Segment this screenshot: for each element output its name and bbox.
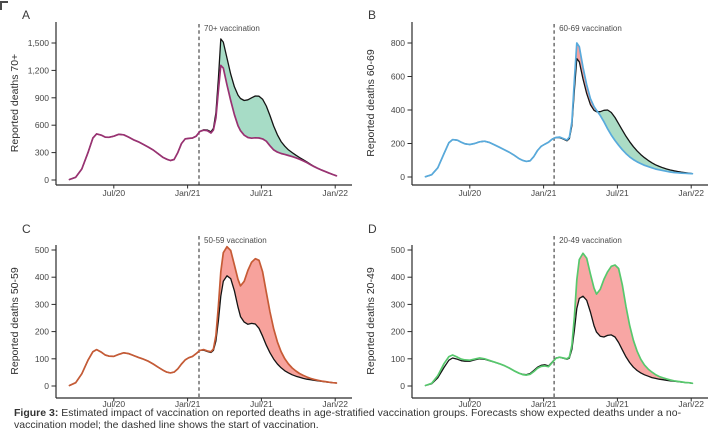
- excess-deaths-area: [555, 43, 598, 141]
- panel-b-letter: B: [368, 8, 377, 22]
- panel-c-chart: 0 100 200 300 400 500 Jul/20 Jan/21 Jul/21 Jan/22…: [35, 236, 352, 409]
- x-tick-label: Jan/22: [322, 399, 348, 409]
- x-tick-label: Jul/21: [606, 188, 629, 198]
- x-tick-label: Jan/22: [678, 188, 704, 198]
- figure-caption-text: Estimated impact of vaccination on repor…: [14, 407, 682, 431]
- x-tick-label: Jan/21: [175, 399, 201, 409]
- x-tick-label: Jan/21: [531, 399, 557, 409]
- y-tick-label: 400: [391, 105, 405, 115]
- observed-line: [424, 42, 694, 178]
- x-tick-label: Jan/21: [531, 188, 557, 198]
- x-tick-label: Jul/21: [606, 399, 629, 409]
- y-tick-label: 300: [35, 299, 49, 309]
- y-tick-label: 900: [35, 93, 49, 103]
- y-tick-label: 600: [35, 120, 49, 130]
- vaccination-label: 20-49 vaccination: [559, 236, 622, 245]
- x-tick-label: Jul/20: [102, 188, 125, 198]
- averted-deaths-area: [199, 38, 337, 176]
- panel-c-letter: C: [22, 222, 31, 236]
- crop-artifact: [0, 1, 8, 10]
- x-tick-label: Jul/20: [458, 399, 481, 409]
- y-tick-label: 400: [391, 272, 405, 282]
- x-tick-label: Jul/21: [250, 399, 273, 409]
- y-tick-label: 1,200: [28, 65, 50, 75]
- y-tick-label: 200: [391, 139, 405, 149]
- y-tick-label: 300: [35, 148, 49, 158]
- panel-d-letter: D: [368, 222, 377, 236]
- vaccination-label: 60-69 vaccination: [559, 24, 622, 33]
- y-tick-label: 0: [44, 381, 49, 391]
- counterfactual-line: [424, 58, 694, 178]
- x-tick-label: Jul/21: [250, 188, 273, 198]
- y-tick-label: 200: [391, 327, 405, 337]
- y-tick-label: 0: [400, 172, 405, 182]
- observed-line: [68, 64, 338, 181]
- figure-caption: Figure 3: Estimated impact of vaccinatio…: [14, 407, 716, 431]
- y-tick-label: 300: [391, 299, 405, 309]
- y-tick-label: 0: [44, 175, 49, 185]
- panel-a-letter: A: [22, 8, 31, 22]
- panel-a-chart: 0 300 600 900 1,200 1,500 Jul/20 Jan/21 Jul/21 Ja…: [28, 22, 352, 198]
- y-tick-label: 400: [35, 272, 49, 282]
- y-tick-label: 600: [391, 72, 405, 82]
- x-tick-label: Jan/21: [175, 188, 201, 198]
- excess-deaths-area: [199, 246, 337, 383]
- counterfactual-line: [68, 275, 338, 387]
- y-tick-label: 800: [391, 38, 405, 48]
- observed-line: [424, 252, 694, 387]
- figure-caption-number: Figure 3:: [14, 407, 59, 419]
- y-tick-label: 1,500: [28, 38, 50, 48]
- y-tick-label: 100: [391, 354, 405, 364]
- panel-b-chart: 0 200 400 600 800 Jul/20 Jan/21 Jul/21 Jan/22 60-…: [391, 22, 708, 198]
- x-tick-label: Jul/20: [458, 188, 481, 198]
- x-tick-label: Jan/22: [678, 399, 704, 409]
- y-tick-label: 500: [35, 245, 49, 255]
- excess-deaths-area: [555, 253, 693, 384]
- vaccination-label: 50-59 vaccination: [204, 236, 267, 245]
- observed-line: [68, 245, 338, 387]
- averted-deaths-area: [597, 110, 693, 174]
- panel-d-chart: 0 100 200 300 400 500 Jul/20 Jan/21 Jul/21 Jan/22…: [391, 236, 708, 409]
- y-tick-label: 500: [391, 245, 405, 255]
- y-tick-label: 0: [400, 381, 405, 391]
- y-tick-label: 200: [35, 327, 49, 337]
- x-tick-label: Jul/20: [102, 399, 125, 409]
- vaccination-label: 70+ vaccination: [204, 24, 260, 33]
- x-tick-label: Jan/22: [322, 188, 348, 198]
- y-tick-label: 100: [35, 354, 49, 364]
